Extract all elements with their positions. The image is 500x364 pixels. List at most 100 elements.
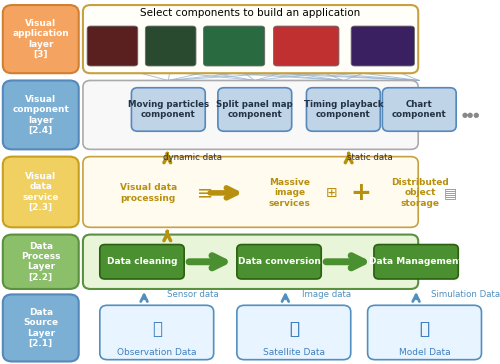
FancyBboxPatch shape xyxy=(204,40,223,52)
FancyBboxPatch shape xyxy=(318,54,338,65)
FancyBboxPatch shape xyxy=(245,27,264,39)
FancyBboxPatch shape xyxy=(351,26,414,66)
FancyBboxPatch shape xyxy=(204,54,223,65)
FancyBboxPatch shape xyxy=(352,54,372,65)
Text: Observation Data: Observation Data xyxy=(117,348,196,357)
FancyBboxPatch shape xyxy=(3,157,78,228)
Text: Data cleaning: Data cleaning xyxy=(106,257,177,266)
FancyBboxPatch shape xyxy=(394,40,413,52)
FancyBboxPatch shape xyxy=(100,305,214,360)
FancyBboxPatch shape xyxy=(204,27,223,39)
Text: +: + xyxy=(351,181,372,205)
FancyBboxPatch shape xyxy=(83,5,418,73)
Text: Moving particles
component: Moving particles component xyxy=(128,100,209,119)
Text: Timing playback
component: Timing playback component xyxy=(304,100,383,119)
Text: Visual
data
service
[2.3]: Visual data service [2.3] xyxy=(22,172,59,212)
FancyBboxPatch shape xyxy=(146,27,162,39)
FancyBboxPatch shape xyxy=(88,40,103,52)
Text: Data conversion: Data conversion xyxy=(238,257,320,266)
Text: static data: static data xyxy=(347,153,393,162)
FancyBboxPatch shape xyxy=(163,54,178,65)
FancyBboxPatch shape xyxy=(373,40,392,52)
FancyBboxPatch shape xyxy=(296,27,316,39)
Text: Massive
image
services: Massive image services xyxy=(268,178,310,208)
FancyBboxPatch shape xyxy=(237,245,321,279)
Text: Distributed
object
storage: Distributed object storage xyxy=(392,178,449,208)
FancyBboxPatch shape xyxy=(245,54,264,65)
Text: Sensor data: Sensor data xyxy=(168,290,219,299)
FancyBboxPatch shape xyxy=(225,40,244,52)
Text: ≡: ≡ xyxy=(197,183,214,202)
FancyBboxPatch shape xyxy=(374,245,458,279)
Text: Split panel map
component: Split panel map component xyxy=(216,100,293,119)
FancyBboxPatch shape xyxy=(83,157,418,228)
FancyBboxPatch shape xyxy=(163,40,178,52)
FancyBboxPatch shape xyxy=(105,40,120,52)
FancyBboxPatch shape xyxy=(83,234,418,289)
FancyBboxPatch shape xyxy=(146,40,162,52)
FancyBboxPatch shape xyxy=(318,27,338,39)
FancyBboxPatch shape xyxy=(352,40,372,52)
Text: ⊞: ⊞ xyxy=(326,186,338,200)
FancyBboxPatch shape xyxy=(105,27,120,39)
Text: 🚢: 🚢 xyxy=(289,320,299,338)
FancyBboxPatch shape xyxy=(180,40,195,52)
FancyBboxPatch shape xyxy=(146,26,196,66)
FancyBboxPatch shape xyxy=(225,54,244,65)
FancyBboxPatch shape xyxy=(83,80,418,149)
FancyBboxPatch shape xyxy=(274,54,294,65)
FancyBboxPatch shape xyxy=(225,27,244,39)
Text: Data Management: Data Management xyxy=(369,257,463,266)
FancyBboxPatch shape xyxy=(204,26,264,66)
FancyBboxPatch shape xyxy=(132,88,205,131)
FancyBboxPatch shape xyxy=(88,27,103,39)
Text: Visual
application
layer
[3]: Visual application layer [3] xyxy=(12,19,69,59)
Text: ▤: ▤ xyxy=(444,186,456,200)
FancyBboxPatch shape xyxy=(368,305,482,360)
Text: 🏛: 🏛 xyxy=(420,320,430,338)
FancyBboxPatch shape xyxy=(105,54,120,65)
FancyBboxPatch shape xyxy=(87,26,138,66)
FancyBboxPatch shape xyxy=(296,40,316,52)
Text: Satellite Data: Satellite Data xyxy=(263,348,325,357)
FancyBboxPatch shape xyxy=(163,27,178,39)
FancyBboxPatch shape xyxy=(122,40,137,52)
Text: Simulation Data: Simulation Data xyxy=(431,290,500,299)
FancyBboxPatch shape xyxy=(394,54,413,65)
FancyBboxPatch shape xyxy=(146,54,162,65)
FancyBboxPatch shape xyxy=(180,54,195,65)
FancyBboxPatch shape xyxy=(352,27,372,39)
Text: Visual data
processing: Visual data processing xyxy=(120,183,177,203)
FancyBboxPatch shape xyxy=(122,27,137,39)
FancyBboxPatch shape xyxy=(3,294,78,361)
Text: ●●●: ●●● xyxy=(462,112,480,118)
FancyBboxPatch shape xyxy=(296,54,316,65)
FancyBboxPatch shape xyxy=(122,54,137,65)
FancyBboxPatch shape xyxy=(218,88,292,131)
Text: dynamic data: dynamic data xyxy=(163,153,222,162)
FancyBboxPatch shape xyxy=(373,27,392,39)
FancyBboxPatch shape xyxy=(3,234,78,289)
Text: Visual
component
layer
[2.4]: Visual component layer [2.4] xyxy=(12,95,69,135)
Text: Model Data: Model Data xyxy=(398,348,450,357)
FancyBboxPatch shape xyxy=(382,88,456,131)
Text: Image data: Image data xyxy=(302,290,352,299)
FancyBboxPatch shape xyxy=(274,40,294,52)
FancyBboxPatch shape xyxy=(306,88,380,131)
FancyBboxPatch shape xyxy=(318,40,338,52)
Text: 🚢: 🚢 xyxy=(420,320,430,338)
Text: Select components to build an application: Select components to build an applicatio… xyxy=(140,8,360,19)
Text: 🚢: 🚢 xyxy=(152,320,162,338)
Text: 📡: 📡 xyxy=(289,320,299,338)
FancyBboxPatch shape xyxy=(3,5,78,73)
FancyBboxPatch shape xyxy=(274,26,339,66)
FancyBboxPatch shape xyxy=(88,54,103,65)
FancyBboxPatch shape xyxy=(180,27,195,39)
FancyBboxPatch shape xyxy=(3,80,78,149)
FancyBboxPatch shape xyxy=(245,40,264,52)
Text: Data
Source
Layer
[2.1]: Data Source Layer [2.1] xyxy=(23,308,59,348)
FancyBboxPatch shape xyxy=(373,54,392,65)
Text: Chart
component: Chart component xyxy=(392,100,446,119)
FancyBboxPatch shape xyxy=(274,27,294,39)
FancyBboxPatch shape xyxy=(100,245,184,279)
